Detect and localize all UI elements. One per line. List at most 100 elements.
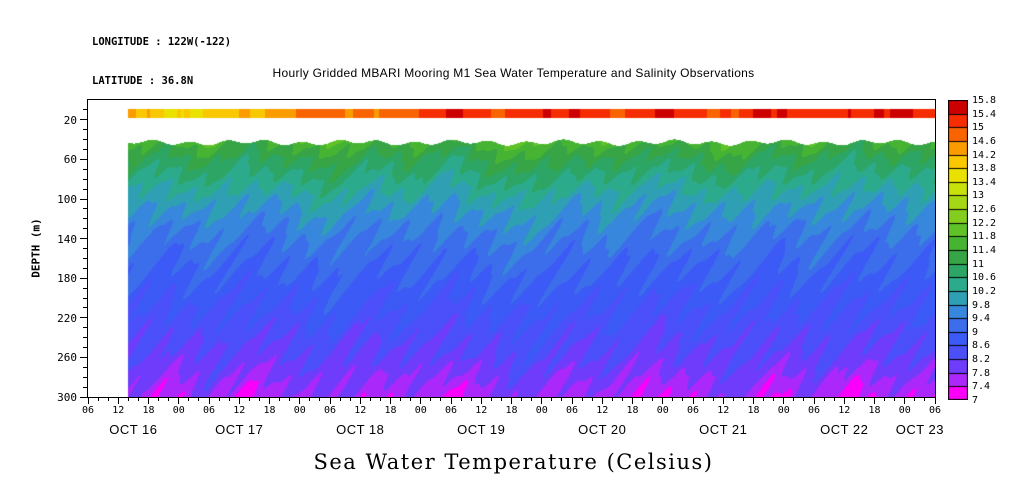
x-minor-tick xyxy=(884,398,886,401)
y-minor-tick xyxy=(83,228,87,230)
x-minor-tick xyxy=(279,398,281,401)
x-tick-label: 00 xyxy=(414,405,427,416)
x-major-tick xyxy=(238,398,240,404)
x-minor-tick xyxy=(319,398,321,401)
x-minor-tick xyxy=(712,398,714,401)
y-minor-tick xyxy=(83,327,87,329)
x-tick-label: 12 xyxy=(475,405,488,416)
y-minor-tick xyxy=(83,347,87,348)
x-minor-tick xyxy=(551,398,553,401)
x-tick-label: 18 xyxy=(142,405,155,416)
x-minor-tick xyxy=(289,398,291,401)
x-tick-label: 12 xyxy=(717,405,730,416)
x-tick-label: 18 xyxy=(384,405,397,416)
x-minor-tick xyxy=(581,398,583,401)
x-major-tick xyxy=(269,398,270,404)
x-date-label: OCT 21 xyxy=(699,422,748,437)
x-date-label: OCT 16 xyxy=(109,422,158,437)
x-minor-tick xyxy=(379,398,381,401)
x-major-tick xyxy=(480,398,482,404)
colorbar-tick-label: 9 xyxy=(972,326,979,338)
colorbar-tick-label: 13.8 xyxy=(972,163,997,175)
colorbar-tick-label: 14.6 xyxy=(972,135,997,147)
x-date-label: OCT 19 xyxy=(457,422,506,437)
y-minor-tick xyxy=(83,188,87,190)
colorbar-tick-label: 11.8 xyxy=(972,231,997,243)
x-minor-tick xyxy=(652,398,654,401)
x-tick-label: 00 xyxy=(293,405,306,416)
y-minor-tick xyxy=(83,297,87,299)
chart-title: Hourly Gridded MBARI Mooring M1 Sea Wate… xyxy=(272,66,755,80)
colorbar-tick-label: 13 xyxy=(972,190,985,202)
x-major-tick xyxy=(208,398,210,404)
x-tick-label: 12 xyxy=(112,405,125,416)
x-major-tick xyxy=(390,398,391,404)
x-major-tick xyxy=(359,398,361,404)
x-tick-label: 06 xyxy=(444,405,458,416)
y-tick-label: 220 xyxy=(57,311,77,325)
y-minor-tick xyxy=(83,386,87,388)
x-minor-tick xyxy=(470,398,472,401)
x-major-tick xyxy=(632,398,633,404)
x-major-tick xyxy=(843,398,845,404)
x-tick-label: 06 xyxy=(81,405,95,416)
y-major-tick xyxy=(80,396,87,398)
x-minor-tick xyxy=(803,398,805,401)
x-minor-tick xyxy=(531,398,533,401)
x-minor-tick xyxy=(642,398,644,401)
y-major-tick xyxy=(80,119,87,121)
longitude-label: LONGITUDE : 122W(-122) xyxy=(92,36,232,48)
x-minor-tick xyxy=(107,398,109,401)
x-minor-tick xyxy=(198,398,200,401)
y-minor-tick xyxy=(83,366,87,368)
x-tick-label: 06 xyxy=(807,405,821,416)
y-tick-label: 260 xyxy=(57,351,77,365)
x-tick-label: 00 xyxy=(777,405,790,416)
x-date-label: OCT 20 xyxy=(578,422,627,437)
colorbar-tick-label: 11 xyxy=(972,258,985,270)
x-major-tick xyxy=(178,398,180,404)
y-tick-label: 20 xyxy=(63,113,77,127)
colorbar-tick-label: 15.8 xyxy=(972,95,997,106)
x-major-tick xyxy=(148,398,149,404)
y-minor-tick xyxy=(83,208,87,210)
x-tick-label: 00 xyxy=(656,405,669,416)
colorbar-tick-label: 10.2 xyxy=(972,285,997,297)
x-minor-tick xyxy=(561,398,563,401)
x-major-tick xyxy=(692,398,694,404)
colorbar-tick-label: 14.2 xyxy=(972,149,997,161)
y-tick-label: 300 xyxy=(57,391,77,404)
x-minor-tick xyxy=(349,398,351,401)
x-minor-tick xyxy=(823,398,825,401)
x-minor-tick xyxy=(702,398,704,401)
x-minor-tick xyxy=(158,398,160,401)
colorbar xyxy=(948,100,968,400)
chart-caption: Sea Water Temperature (Celsius) xyxy=(313,450,714,474)
x-minor-tick xyxy=(863,398,865,401)
colorbar-tick-label: 8.6 xyxy=(972,340,991,352)
x-tick-label: 12 xyxy=(838,405,851,416)
x-minor-tick xyxy=(611,398,613,401)
x-tick-label: 18 xyxy=(868,405,881,416)
x-minor-tick xyxy=(853,398,855,401)
latitude-label: LATITUDE : 36.8N xyxy=(92,75,194,87)
x-minor-tick xyxy=(672,398,674,401)
colorbar-tick-label: 9.8 xyxy=(972,299,991,311)
x-minor-tick xyxy=(500,398,502,401)
x-minor-tick xyxy=(430,398,432,401)
x-major-tick xyxy=(117,398,119,404)
x-minor-tick xyxy=(732,398,734,401)
x-minor-tick xyxy=(127,398,129,401)
x-tick-label: 12 xyxy=(354,405,367,416)
y-minor-tick xyxy=(83,267,87,269)
y-minor-tick xyxy=(83,218,87,220)
colorbar-tick-label: 11.4 xyxy=(972,245,997,256)
x-tick-label: 06 xyxy=(202,405,216,416)
x-minor-tick xyxy=(460,398,462,401)
x-minor-tick xyxy=(400,398,402,401)
x-major-tick xyxy=(87,398,89,404)
colorbar-tick-label: 7 xyxy=(972,395,979,406)
x-minor-tick xyxy=(833,398,835,401)
x-minor-tick xyxy=(440,398,442,401)
